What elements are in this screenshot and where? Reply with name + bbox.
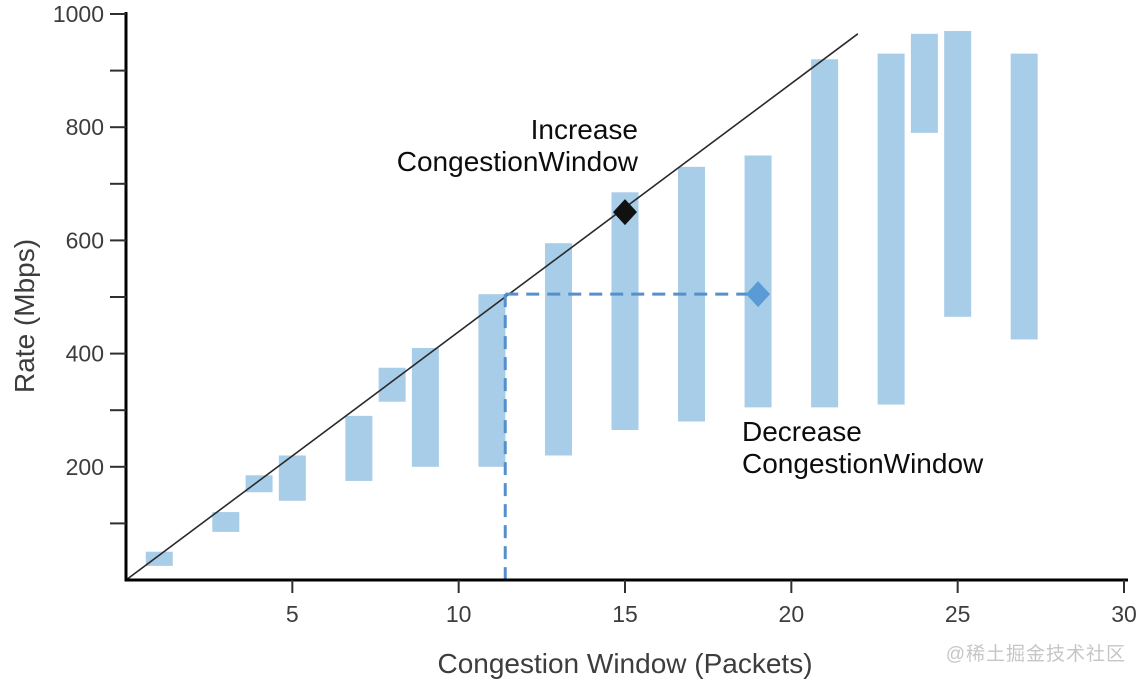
x-tick-label: 25 <box>945 601 971 627</box>
range-bar <box>478 294 506 467</box>
range-bar <box>944 30 972 317</box>
x-tick-label: 20 <box>779 601 805 627</box>
y-tick-label: 200 <box>66 454 104 480</box>
ideal-rate-line <box>125 33 859 581</box>
range-bar <box>1010 53 1038 340</box>
x-tick-label: 5 <box>286 601 299 627</box>
range-bar <box>544 243 572 456</box>
increase-annotation: Increase CongestionWindow <box>397 114 638 178</box>
y-tick-label: 600 <box>66 227 104 253</box>
range-bar <box>611 192 639 431</box>
x-axis-label: Congestion Window (Packets) <box>437 648 813 679</box>
range-bar <box>411 347 439 467</box>
range-bar <box>877 53 905 405</box>
range-bar <box>910 33 938 133</box>
range-bar <box>378 367 406 402</box>
increase-annotation-line1: Increase <box>530 114 638 145</box>
y-tick-label: 400 <box>66 341 104 367</box>
y-tick-label: 800 <box>66 114 104 140</box>
range-bar <box>212 512 240 532</box>
decrease-annotation: Decrease CongestionWindow <box>742 416 983 480</box>
watermark: @稀土掘金技术社区 <box>945 644 1126 665</box>
y-tick-label: 1000 <box>53 1 104 27</box>
x-tick-label: 30 <box>1111 601 1137 627</box>
decrease-marker <box>746 281 771 308</box>
y-axis-label: Rate (Mbps) <box>9 238 40 393</box>
decrease-annotation-line1: Decrease <box>742 416 862 447</box>
range-bar <box>811 59 839 408</box>
increase-marker <box>613 199 637 226</box>
x-tick-label: 10 <box>446 601 472 627</box>
decrease-annotation-line2: CongestionWindow <box>742 448 984 479</box>
range-bar <box>245 475 273 493</box>
range-bar <box>345 415 373 481</box>
increase-annotation-line2: CongestionWindow <box>396 146 638 177</box>
x-tick-label: 15 <box>612 601 638 627</box>
range-bar <box>145 551 173 566</box>
